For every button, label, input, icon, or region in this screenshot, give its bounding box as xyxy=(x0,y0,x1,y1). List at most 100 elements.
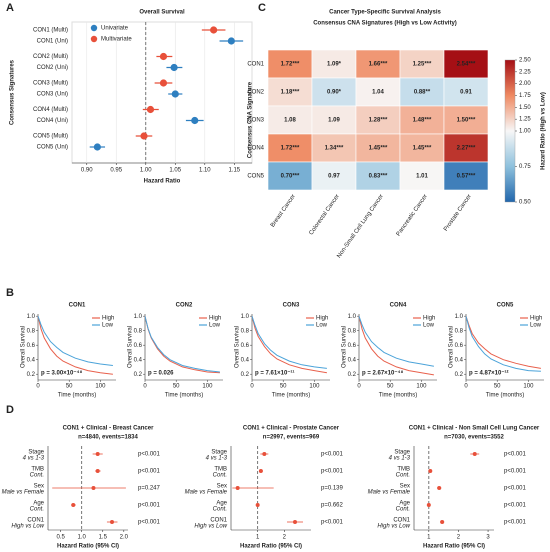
row-label: Sex xyxy=(400,484,410,490)
row-sublabel: High vs Low xyxy=(377,524,410,530)
colorbar-tick-label: 1.00 xyxy=(519,129,531,135)
y-tick-label: 1.0 xyxy=(241,314,250,320)
p-value: p=0.139 xyxy=(321,486,344,492)
heatmap-cell xyxy=(355,133,401,163)
cell-label: 0.57*** xyxy=(457,174,476,180)
cell-label: 1.18*** xyxy=(281,90,300,96)
row-label: CON4 (Uni) xyxy=(37,118,68,124)
cell-label: 1.04 xyxy=(372,90,384,96)
x-axis-label: Time (months) xyxy=(165,393,203,399)
row-label: Sex xyxy=(217,484,227,490)
y-tick-label: 0.8 xyxy=(455,328,464,334)
row-label: CON2 (Multi) xyxy=(33,54,68,60)
point xyxy=(140,132,148,140)
y-tick-label: 0.8 xyxy=(348,328,357,334)
point xyxy=(472,452,477,456)
chart-title: CON1 + Clinical - Breast Cancer xyxy=(63,426,155,432)
cell-label: 1.09* xyxy=(327,62,342,68)
y-tick-label: 0.6 xyxy=(348,343,357,349)
row-label: CON1 xyxy=(247,62,264,68)
legend-label: Low xyxy=(102,323,114,329)
heatmap-cell xyxy=(443,161,489,191)
point xyxy=(159,52,168,61)
p-value: p<0.001 xyxy=(504,486,527,492)
panel-label: D xyxy=(6,404,14,416)
point xyxy=(235,486,240,490)
p-value: p<0.001 xyxy=(321,520,344,526)
x-tick-label: 1.00 xyxy=(140,168,152,174)
y-tick-label: 1.0 xyxy=(348,314,357,320)
chart-title: CON1 + Clinical - Prostate Cancer xyxy=(243,426,340,432)
heatmap-cell xyxy=(267,105,313,135)
chart-title: CON5 xyxy=(497,303,514,309)
x-tick-label: 0 xyxy=(464,384,468,390)
chart-subtitle: n=2997, events=969 xyxy=(263,435,320,441)
cell-label: 1.01 xyxy=(416,174,428,180)
cell-label: 2.54*** xyxy=(457,62,476,68)
legend-marker xyxy=(90,35,98,43)
heatmap-cell xyxy=(267,133,313,163)
row-sublabel: 4 vs 1-3 xyxy=(389,456,411,462)
y-axis-label: Overall Survival xyxy=(21,326,27,368)
cell-label: 0.70*** xyxy=(281,174,300,180)
x-axis-label: Hazard Ratio xyxy=(144,179,181,185)
point xyxy=(255,503,260,507)
p-value: p<0.001 xyxy=(504,469,527,475)
y-tick-label: 0.6 xyxy=(241,343,250,349)
row-label: CON2 xyxy=(247,90,264,96)
annotation: p = 0.026 xyxy=(148,371,174,377)
x-axis-label: Hazard Ratio (95% CI) xyxy=(57,544,119,550)
heatmap-cell xyxy=(399,49,445,79)
row-label: CON4 (Multi) xyxy=(33,107,68,113)
colorbar-tick-label: 2.50 xyxy=(519,58,531,64)
x-tick-label: 0.95 xyxy=(110,168,122,174)
legend-label: Multivariate xyxy=(101,37,132,43)
x-tick-label: 0.90 xyxy=(81,168,93,174)
row-label: Sex xyxy=(34,484,44,490)
point xyxy=(262,452,267,456)
cell-label: 1.09 xyxy=(328,118,340,124)
x-axis-label: Time (months) xyxy=(272,393,310,399)
x-tick-label: 1 xyxy=(427,535,431,541)
colorbar-tick-label: 2.25 xyxy=(519,69,531,75)
row-label: CON2 (Uni) xyxy=(37,65,68,71)
y-axis-label: Overall Survival xyxy=(128,326,134,368)
x-tick-label: 0 xyxy=(36,384,40,390)
chart-title: CON1 + Clinical - Non Small Cell Lung Ca… xyxy=(409,426,540,432)
survival-curve xyxy=(251,316,327,374)
heatmap-cell xyxy=(311,49,357,79)
p-value: p<0.001 xyxy=(504,503,527,509)
x-tick-label: 1 xyxy=(256,535,260,541)
p-value: p=0.662 xyxy=(321,503,344,509)
chart-subtitle: n=4840, events=1834 xyxy=(78,435,138,441)
y-tick-label: 0.4 xyxy=(348,357,357,363)
row-sublabel: 4 vs 1-3 xyxy=(23,456,45,462)
cell-label: 1.72*** xyxy=(281,62,300,68)
row-sublabel: Male vs Female xyxy=(368,490,411,496)
legend-label: High xyxy=(102,316,114,322)
row-label: CON5 (Uni) xyxy=(37,145,68,151)
survival-curve xyxy=(144,316,220,373)
row-label: CON4 xyxy=(247,146,264,152)
row-sublabel: Male vs Female xyxy=(2,490,45,496)
p-value: p<0.001 xyxy=(138,452,161,458)
x-tick-label: 1.05 xyxy=(169,168,181,174)
annotation: p = 2.67×10⁻⁴⁸ xyxy=(362,371,403,377)
x-axis-label: Hazard Ratio (95% CI) xyxy=(423,544,485,550)
x-tick-label: 1.0 xyxy=(78,535,87,541)
point xyxy=(293,520,297,524)
chart-title: CON2 xyxy=(176,303,193,309)
colorbar-tick-label: 0.75 xyxy=(519,164,531,170)
y-tick-label: 1.0 xyxy=(134,314,143,320)
panel-label: C xyxy=(258,2,266,14)
heatmap-cell xyxy=(267,77,313,107)
y-tick-label: 0.2 xyxy=(455,372,464,378)
heatmap-cell xyxy=(311,161,357,191)
row-label: CON3 (Uni) xyxy=(37,92,68,98)
x-tick-label: 50 xyxy=(494,384,501,390)
x-tick-label: 2.0 xyxy=(120,535,129,541)
point xyxy=(71,503,76,507)
x-tick-label: 50 xyxy=(66,384,73,390)
annotation: p = 3.00×10⁻⁴⁸ xyxy=(41,371,82,377)
legend-label: Low xyxy=(209,323,221,329)
